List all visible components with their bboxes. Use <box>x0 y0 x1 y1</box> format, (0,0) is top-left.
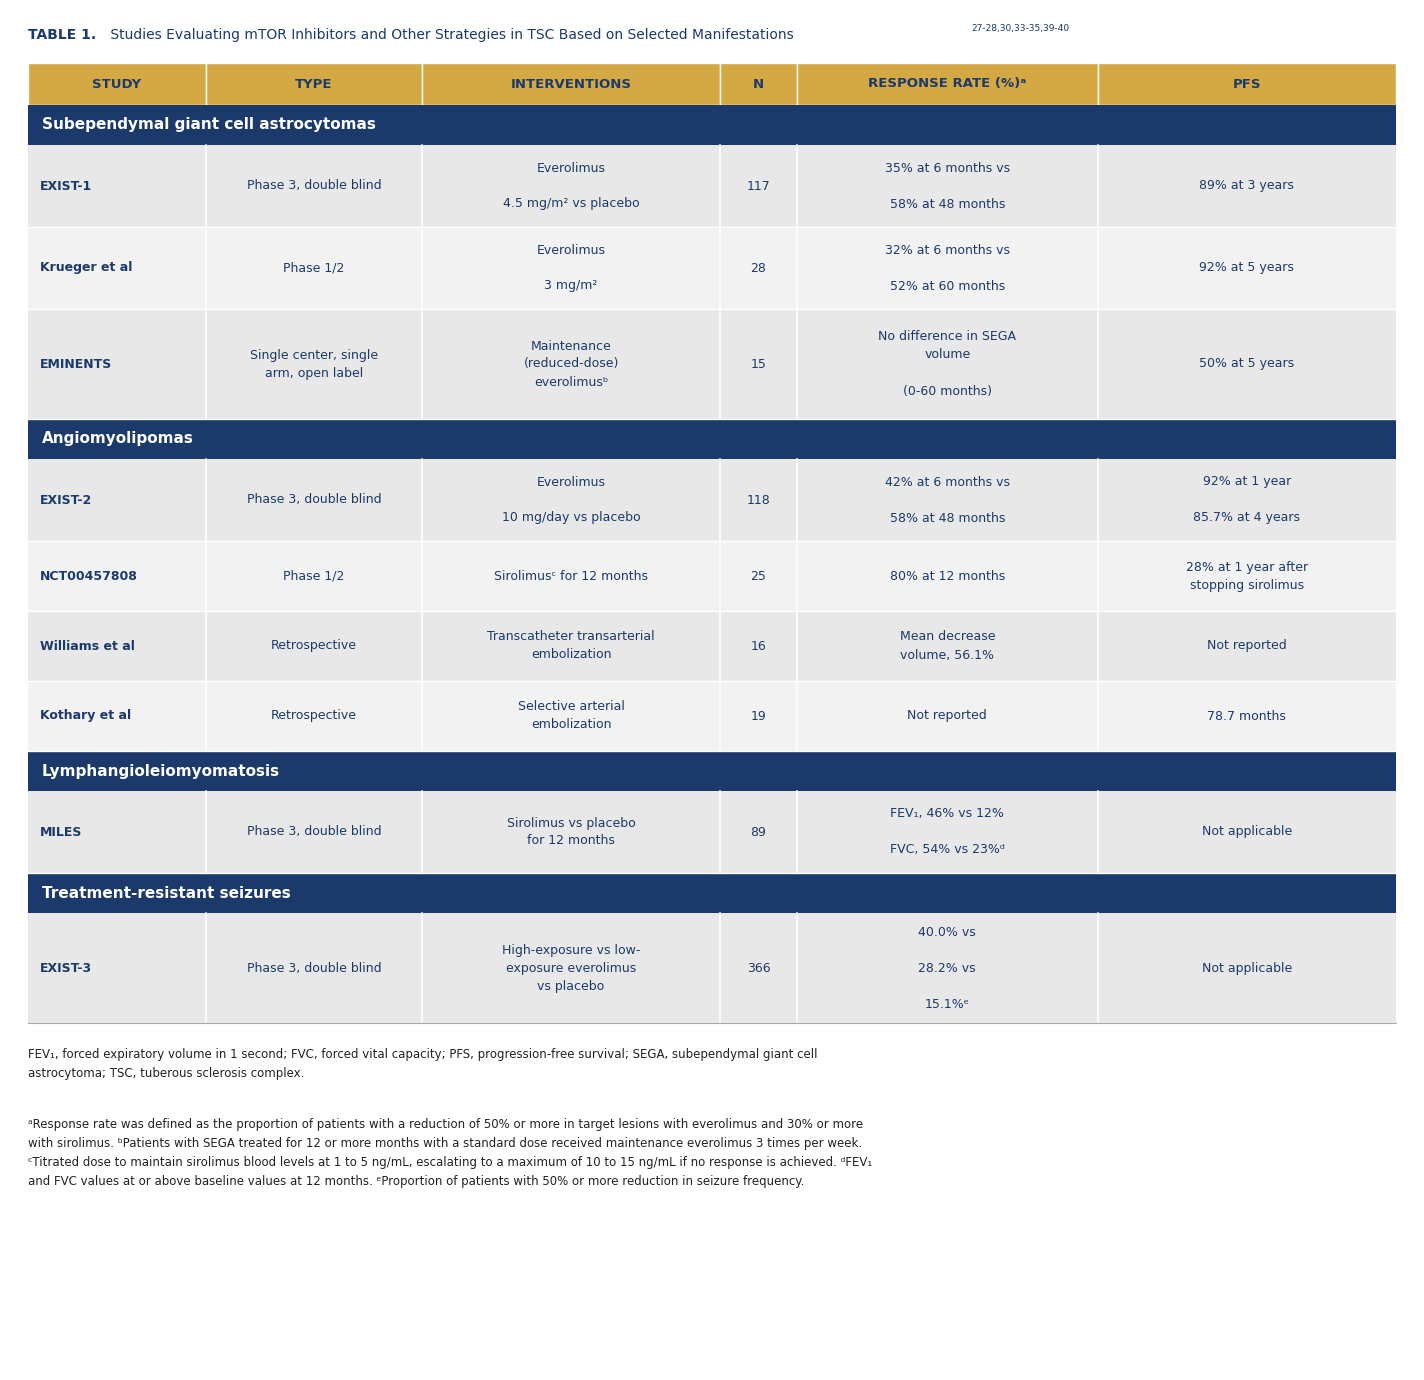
Bar <box>797 63 1098 105</box>
Bar <box>28 145 1396 226</box>
Text: Angiomyolipomas: Angiomyolipomas <box>41 432 194 447</box>
Text: Everolimus

3 mg/m²: Everolimus 3 mg/m² <box>537 243 605 293</box>
Bar <box>28 611 1396 680</box>
Text: STUDY: STUDY <box>93 77 141 91</box>
Bar <box>721 63 797 105</box>
Text: Phase 1/2: Phase 1/2 <box>283 570 345 582</box>
Text: 78.7 months: 78.7 months <box>1208 709 1286 723</box>
Text: Everolimus

4.5 mg/m² vs placebo: Everolimus 4.5 mg/m² vs placebo <box>503 161 639 211</box>
Text: RESPONSE RATE (%)ᵃ: RESPONSE RATE (%)ᵃ <box>869 77 1027 91</box>
Text: Single center, single
arm, open label: Single center, single arm, open label <box>249 349 377 380</box>
Bar <box>28 309 1396 420</box>
Text: Phase 3, double blind: Phase 3, double blind <box>246 962 382 974</box>
Text: Williams et al: Williams et al <box>40 639 135 653</box>
Text: Kothary et al: Kothary et al <box>40 709 131 723</box>
Text: 89: 89 <box>750 825 766 839</box>
Text: 89% at 3 years: 89% at 3 years <box>1199 179 1294 192</box>
Bar <box>28 105 1396 145</box>
Text: MILES: MILES <box>40 825 83 839</box>
Text: 50% at 5 years: 50% at 5 years <box>1199 357 1294 370</box>
Bar <box>28 791 1396 874</box>
Bar <box>28 751 1396 791</box>
Text: Sirolimusᶜ for 12 months: Sirolimusᶜ for 12 months <box>494 570 648 582</box>
Text: Not reported: Not reported <box>907 709 987 723</box>
Text: 42% at 6 months vs

58% at 48 months: 42% at 6 months vs 58% at 48 months <box>884 476 1010 524</box>
Text: 117: 117 <box>746 179 770 192</box>
Text: Retrospective: Retrospective <box>271 639 357 653</box>
Text: 92% at 5 years: 92% at 5 years <box>1199 261 1294 275</box>
Bar <box>1098 63 1396 105</box>
Text: NCT00457808: NCT00457808 <box>40 570 138 582</box>
Text: FEV₁, 46% vs 12%

FVC, 54% vs 23%ᵈ: FEV₁, 46% vs 12% FVC, 54% vs 23%ᵈ <box>890 807 1005 857</box>
Text: Phase 3, double blind: Phase 3, double blind <box>246 179 382 192</box>
Text: Phase 3, double blind: Phase 3, double blind <box>246 825 382 839</box>
Text: N: N <box>753 77 765 91</box>
Text: 92% at 1 year

85.7% at 4 years: 92% at 1 year 85.7% at 4 years <box>1193 476 1300 524</box>
Text: 27-28,30,33-35,39-40: 27-28,30,33-35,39-40 <box>971 23 1069 33</box>
Bar <box>28 460 1396 541</box>
Text: TABLE 1.: TABLE 1. <box>28 28 97 41</box>
Bar <box>28 420 1396 460</box>
Bar <box>28 914 1396 1023</box>
Text: Retrospective: Retrospective <box>271 709 357 723</box>
Bar <box>28 874 1396 914</box>
Text: Phase 1/2: Phase 1/2 <box>283 261 345 275</box>
Bar <box>206 63 422 105</box>
Text: Not applicable: Not applicable <box>1202 825 1292 839</box>
Text: 80% at 12 months: 80% at 12 months <box>890 570 1005 582</box>
Text: EXIST-1: EXIST-1 <box>40 179 93 192</box>
Text: Everolimus

10 mg/day vs placebo: Everolimus 10 mg/day vs placebo <box>501 476 641 524</box>
Text: Subependymal giant cell astrocytomas: Subependymal giant cell astrocytomas <box>41 117 376 132</box>
Text: 28% at 1 year after
stopping sirolimus: 28% at 1 year after stopping sirolimus <box>1186 560 1309 592</box>
Text: 28: 28 <box>750 261 766 275</box>
Text: Phase 3, double blind: Phase 3, double blind <box>246 494 382 506</box>
Text: High-exposure vs low-
exposure everolimus
vs placebo: High-exposure vs low- exposure everolimu… <box>501 944 641 992</box>
Text: 118: 118 <box>746 494 770 506</box>
Text: 32% at 6 months vs

52% at 60 months: 32% at 6 months vs 52% at 60 months <box>884 243 1010 293</box>
Bar <box>28 63 206 105</box>
Text: 15: 15 <box>750 357 766 370</box>
Text: Selective arterial
embolization: Selective arterial embolization <box>518 701 625 731</box>
Text: ᵃResponse rate was defined as the proportion of patients with a reduction of 50%: ᵃResponse rate was defined as the propor… <box>28 1118 873 1188</box>
Text: Treatment-resistant seizures: Treatment-resistant seizures <box>41 886 290 901</box>
Text: 40.0% vs

28.2% vs

15.1%ᵉ: 40.0% vs 28.2% vs 15.1%ᵉ <box>918 926 977 1010</box>
Text: No difference in SEGA
volume

(0-60 months): No difference in SEGA volume (0-60 month… <box>879 330 1017 397</box>
Text: PFS: PFS <box>1233 77 1262 91</box>
Text: Krueger et al: Krueger et al <box>40 261 132 275</box>
Text: 16: 16 <box>750 639 766 653</box>
Text: Lymphangioleiomyomatosis: Lymphangioleiomyomatosis <box>41 763 281 778</box>
Text: Not applicable: Not applicable <box>1202 962 1292 974</box>
Text: EMINENTS: EMINENTS <box>40 357 112 370</box>
Text: 19: 19 <box>750 709 766 723</box>
Text: TYPE: TYPE <box>295 77 333 91</box>
Text: 366: 366 <box>746 962 770 974</box>
Text: Maintenance
(reduced-dose)
everolimusᵇ: Maintenance (reduced-dose) everolimusᵇ <box>524 339 619 389</box>
Bar <box>28 226 1396 309</box>
Text: FEV₁, forced expiratory volume in 1 second; FVC, forced vital capacity; PFS, pro: FEV₁, forced expiratory volume in 1 seco… <box>28 1047 817 1081</box>
Text: Sirolimus vs placebo
for 12 months: Sirolimus vs placebo for 12 months <box>507 817 635 847</box>
Text: INTERVENTIONS: INTERVENTIONS <box>511 77 632 91</box>
Bar <box>422 63 721 105</box>
Text: 35% at 6 months vs

58% at 48 months: 35% at 6 months vs 58% at 48 months <box>884 161 1010 211</box>
Text: Not reported: Not reported <box>1208 639 1287 653</box>
Text: Studies Evaluating mTOR Inhibitors and Other Strategies in TSC Based on Selected: Studies Evaluating mTOR Inhibitors and O… <box>105 28 793 41</box>
Text: EXIST-2: EXIST-2 <box>40 494 93 506</box>
Text: EXIST-3: EXIST-3 <box>40 962 93 974</box>
Text: 25: 25 <box>750 570 766 582</box>
Bar <box>28 541 1396 611</box>
Text: Transcatheter transarterial
embolization: Transcatheter transarterial embolization <box>487 631 655 661</box>
Text: Mean decrease
volume, 56.1%: Mean decrease volume, 56.1% <box>900 631 995 661</box>
Bar <box>28 680 1396 751</box>
